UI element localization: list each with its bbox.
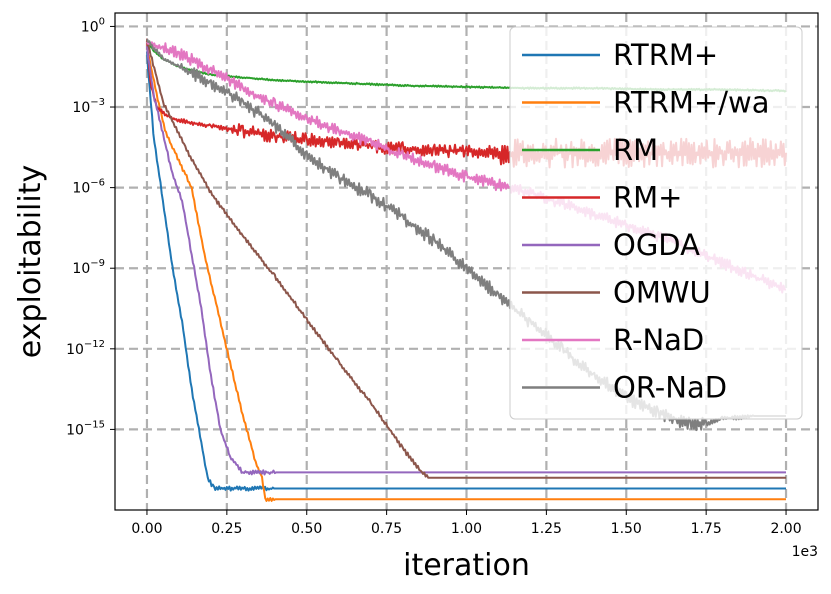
ticks: 0.00 0.25 0.50 0.75 1.00 1.25 1.50 1.75 2.001001… [66, 16, 802, 537]
legend-label: RM [613, 133, 658, 167]
series-line-ogda [146, 46, 786, 476]
y-tick-exponent: −3 [90, 97, 105, 108]
legend-label: R-NaD [613, 323, 704, 357]
y-tick-label: 10−6 [72, 178, 105, 197]
legend-label: OMWU [613, 276, 711, 310]
legend-label: RTRM+/wa [613, 86, 769, 120]
x-axis-label: iteration [403, 548, 530, 583]
legend-label: RM+ [613, 181, 682, 215]
legend: RTRM+ RTRM+/wa RM RM+ OGDA OMWU R-NaD OR-NaD [509, 26, 803, 420]
y-tick-exponent: 0 [99, 16, 105, 27]
y-tick-base: 10 [72, 181, 90, 197]
x-tick-label: 0.75 [371, 521, 402, 537]
y-tick-label: 100 [81, 16, 105, 35]
y-tick-label: 10−9 [72, 258, 105, 277]
x-tick-label: 1.00 [451, 521, 482, 537]
y-tick-base: 10 [72, 261, 90, 277]
y-tick-exponent: −9 [90, 258, 105, 269]
series-line-or-nad [146, 38, 786, 432]
y-tick-label: 10−15 [66, 419, 105, 438]
x-tick-label: 1.25 [531, 521, 562, 537]
legend-label: OGDA [613, 228, 700, 262]
y-tick-exponent: −6 [90, 178, 105, 189]
x-tick-label: 0.25 [211, 521, 242, 537]
y-axis-label: exploitability [13, 165, 48, 358]
series-line-rtrm- [146, 51, 786, 492]
y-tick-exponent: −15 [84, 419, 105, 430]
y-tick-exponent: −12 [84, 339, 105, 350]
x-tick-label: 1.50 [611, 521, 642, 537]
y-tick-label: 10−3 [72, 97, 105, 116]
series-line-omwu [146, 39, 786, 479]
y-tick-base: 10 [66, 422, 84, 438]
x-tick-label: 1.75 [691, 521, 722, 537]
y-tick-base: 10 [66, 342, 84, 358]
legend-label: OR-NaD [613, 371, 727, 405]
x-tick-label: 2.00 [770, 521, 801, 537]
legend-box [509, 26, 803, 420]
series-line-rtrm-wa [146, 47, 786, 502]
y-tick-base: 10 [72, 100, 90, 116]
x-tick-label: 0.50 [291, 521, 322, 537]
y-tick-base: 10 [81, 19, 99, 35]
x-tick-label: 0.00 [131, 521, 162, 537]
legend-label: RTRM+ [613, 38, 718, 72]
x-axis-offset-text: 1e3 [792, 544, 818, 560]
y-tick-label: 10−12 [66, 339, 105, 358]
